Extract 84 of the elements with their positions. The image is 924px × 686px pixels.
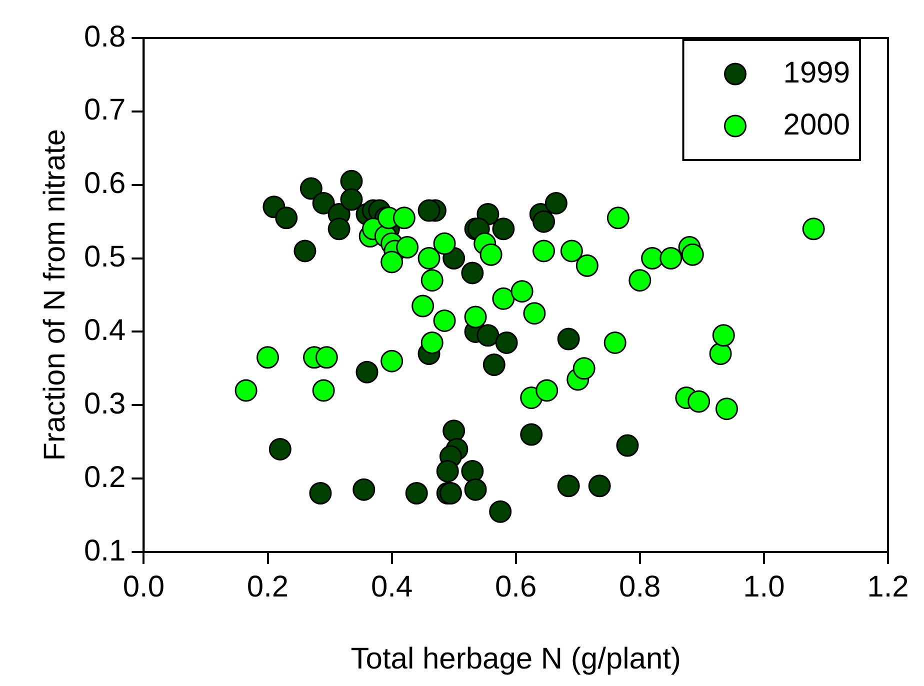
point	[275, 206, 298, 230]
point	[234, 379, 258, 402]
y-tick-label: 0.3	[84, 387, 126, 420]
point	[480, 243, 502, 266]
point	[715, 398, 738, 420]
point	[641, 247, 664, 270]
x-tick-label: 0.8	[619, 570, 661, 604]
x-tick-label: 0.0	[122, 570, 165, 604]
point	[461, 262, 484, 284]
point	[576, 254, 598, 277]
point	[442, 420, 466, 442]
legend-label: 2000	[783, 108, 850, 142]
x-axis-title: Total herbage N (g/plant)	[350, 642, 681, 676]
point	[433, 309, 456, 332]
point	[492, 287, 515, 310]
x-tick-label: 1.0	[743, 570, 785, 604]
point	[309, 482, 332, 505]
point	[616, 434, 639, 457]
point	[660, 247, 682, 270]
point	[380, 250, 404, 274]
y-tick-label: 0.2	[84, 460, 126, 494]
point	[312, 192, 335, 214]
point	[532, 210, 556, 233]
y-tick-label: 0.4	[84, 314, 126, 347]
point	[588, 474, 611, 498]
point	[356, 360, 378, 384]
point	[256, 346, 280, 369]
point	[709, 342, 732, 365]
point	[405, 482, 428, 505]
point	[412, 294, 434, 318]
point	[560, 240, 583, 262]
y-tick-label: 0.6	[84, 167, 126, 200]
point	[328, 218, 350, 240]
y-axis-title: Fraction of N from nitrate	[38, 129, 72, 461]
point	[802, 218, 825, 240]
point	[420, 269, 444, 292]
point	[604, 331, 626, 354]
point	[436, 460, 459, 482]
point	[315, 346, 338, 369]
point	[572, 357, 596, 380]
x-tick-label: 0.2	[246, 570, 289, 604]
point	[482, 354, 506, 376]
point	[418, 199, 440, 222]
point	[628, 269, 652, 292]
point	[380, 350, 404, 372]
y-tick-label: 0.8	[84, 20, 126, 54]
x-tick-label: 0.6	[494, 570, 537, 604]
point	[433, 232, 456, 255]
point	[476, 324, 500, 347]
point	[712, 324, 735, 347]
y-tick-label: 0.1	[84, 534, 126, 568]
point	[523, 302, 546, 325]
point	[312, 379, 335, 402]
point	[557, 474, 580, 498]
point	[461, 460, 484, 482]
point	[340, 188, 363, 211]
point	[396, 236, 419, 259]
x-tick-label: 0.4	[370, 570, 413, 604]
point	[464, 478, 487, 501]
point	[464, 306, 487, 328]
y-tick-label: 0.7	[84, 94, 126, 127]
point	[495, 331, 518, 354]
point	[492, 218, 515, 240]
point	[418, 247, 440, 270]
point	[392, 206, 416, 230]
point	[294, 240, 316, 262]
legend-label: 1999	[783, 56, 850, 90]
point	[536, 379, 558, 402]
point	[544, 192, 568, 214]
x-tick-label: 1.2	[867, 570, 909, 604]
point	[681, 243, 704, 266]
point	[489, 500, 512, 523]
point	[532, 240, 556, 262]
point	[300, 177, 322, 200]
point	[557, 328, 580, 350]
point	[606, 206, 630, 230]
point	[688, 390, 710, 413]
point	[352, 478, 376, 501]
point	[268, 438, 292, 460]
point	[420, 331, 444, 354]
point	[510, 280, 534, 303]
y-tick-label: 0.5	[84, 240, 126, 274]
point	[520, 423, 543, 446]
point	[340, 170, 363, 192]
